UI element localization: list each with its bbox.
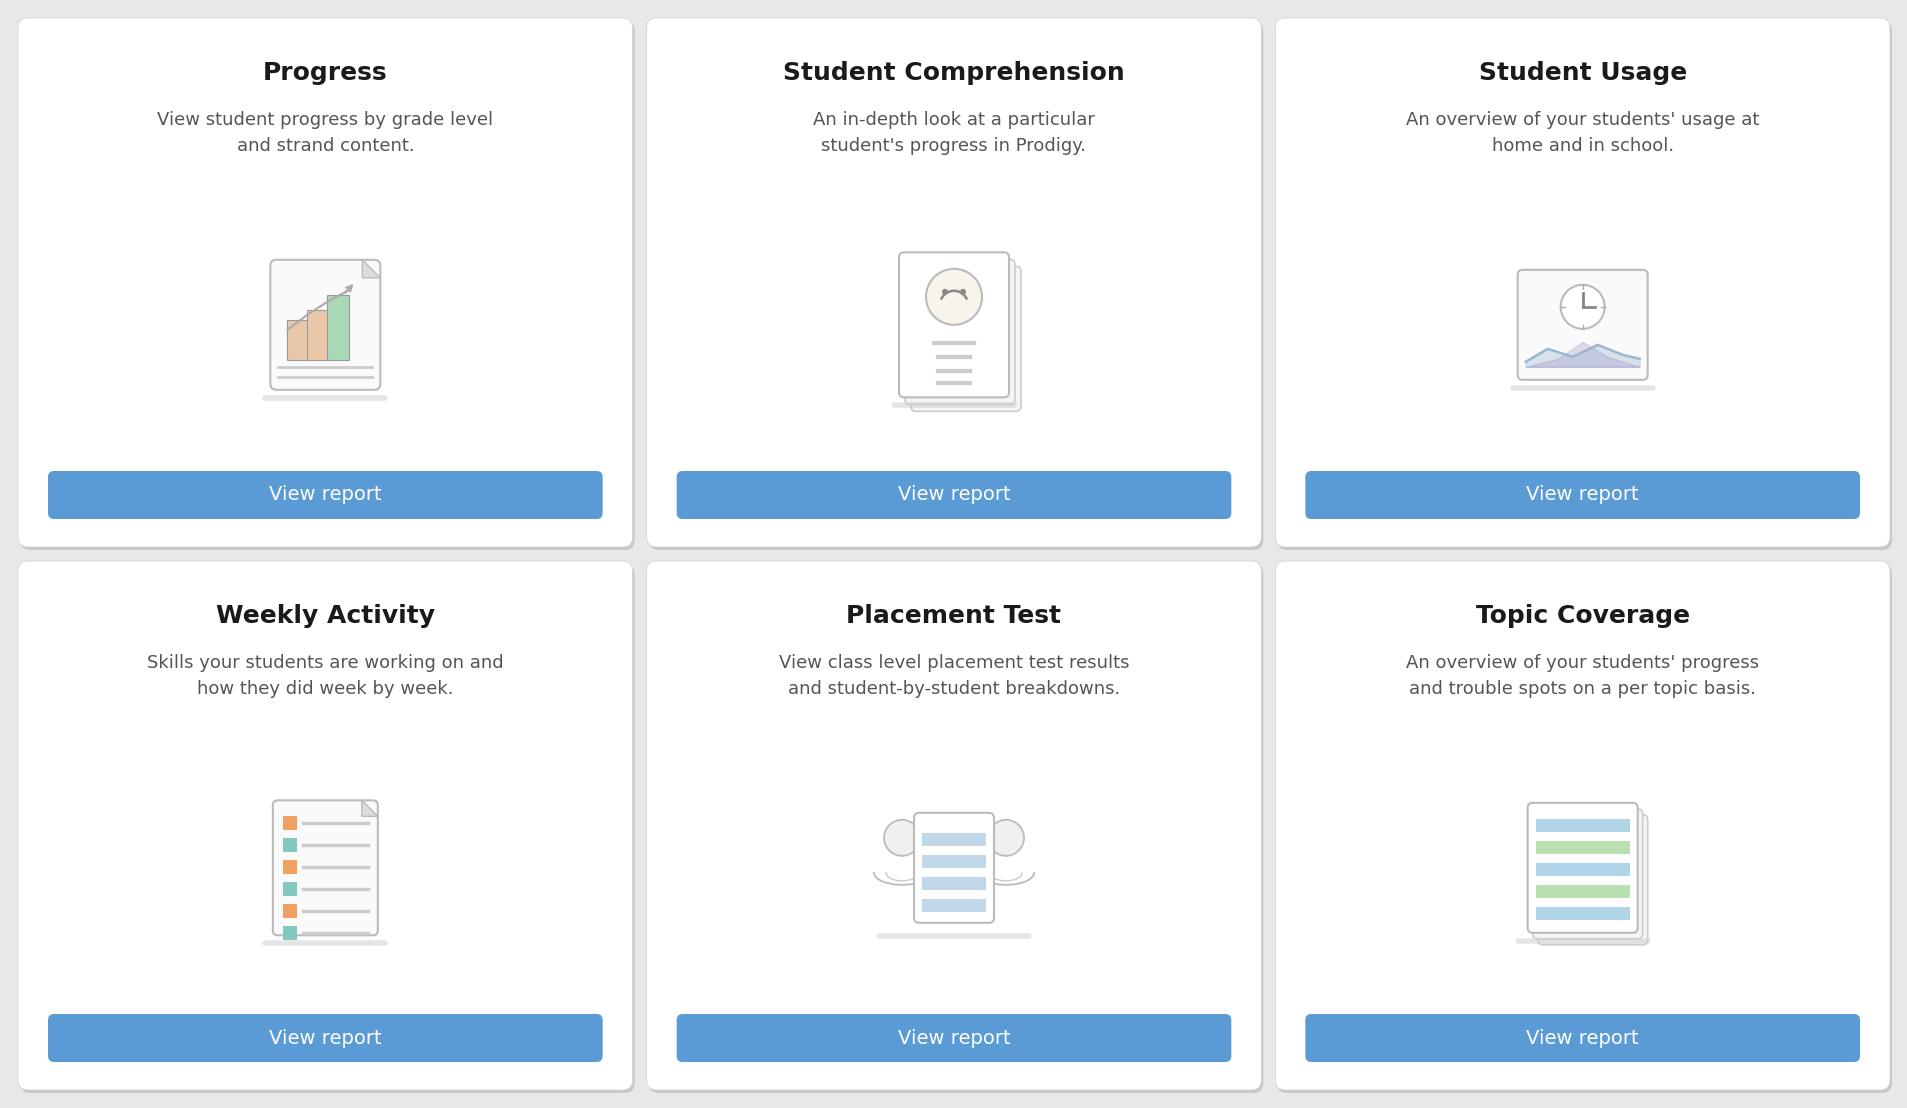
Text: Placement Test: Placement Test bbox=[847, 604, 1060, 628]
Text: View report: View report bbox=[269, 485, 381, 504]
Circle shape bbox=[883, 820, 919, 855]
Circle shape bbox=[959, 289, 965, 295]
Text: View student progress by grade level
and strand content.: View student progress by grade level and… bbox=[156, 111, 494, 155]
Text: An overview of your students' progress
and trouble spots on a per topic basis.: An overview of your students' progress a… bbox=[1405, 654, 1758, 698]
FancyBboxPatch shape bbox=[677, 1014, 1230, 1061]
Polygon shape bbox=[362, 259, 379, 278]
Bar bbox=[282, 926, 297, 940]
FancyBboxPatch shape bbox=[17, 18, 633, 547]
FancyBboxPatch shape bbox=[1304, 1014, 1859, 1061]
FancyBboxPatch shape bbox=[648, 564, 1262, 1092]
FancyBboxPatch shape bbox=[677, 471, 1230, 519]
FancyBboxPatch shape bbox=[913, 813, 994, 923]
Bar bbox=[282, 860, 297, 874]
Bar bbox=[1535, 841, 1629, 854]
FancyBboxPatch shape bbox=[1276, 21, 1892, 550]
Bar bbox=[282, 882, 297, 896]
Circle shape bbox=[988, 820, 1024, 855]
FancyBboxPatch shape bbox=[1274, 18, 1890, 547]
FancyBboxPatch shape bbox=[1537, 814, 1648, 945]
FancyBboxPatch shape bbox=[19, 21, 635, 550]
Circle shape bbox=[925, 269, 982, 325]
Text: An in-depth look at a particular
student's progress in Prodigy.: An in-depth look at a particular student… bbox=[812, 111, 1095, 155]
FancyBboxPatch shape bbox=[1276, 564, 1892, 1092]
Bar bbox=[921, 854, 986, 868]
Text: Topic Coverage: Topic Coverage bbox=[1474, 604, 1690, 628]
FancyBboxPatch shape bbox=[1304, 471, 1859, 519]
Text: View report: View report bbox=[1526, 485, 1638, 504]
Bar bbox=[1535, 885, 1629, 897]
Text: Skills your students are working on and
how they did week by week.: Skills your students are working on and … bbox=[147, 654, 503, 698]
FancyBboxPatch shape bbox=[19, 564, 635, 1092]
Text: Student Comprehension: Student Comprehension bbox=[782, 61, 1125, 85]
Bar bbox=[921, 899, 986, 912]
FancyBboxPatch shape bbox=[271, 259, 379, 390]
FancyBboxPatch shape bbox=[1531, 809, 1642, 938]
Bar bbox=[328, 295, 349, 360]
FancyBboxPatch shape bbox=[1274, 561, 1890, 1090]
Polygon shape bbox=[362, 800, 378, 817]
FancyBboxPatch shape bbox=[1528, 803, 1636, 933]
FancyBboxPatch shape bbox=[646, 561, 1261, 1090]
Text: View class level placement test results
and student-by-student breakdowns.: View class level placement test results … bbox=[778, 654, 1129, 698]
FancyBboxPatch shape bbox=[48, 1014, 603, 1061]
Text: Progress: Progress bbox=[263, 61, 387, 85]
FancyBboxPatch shape bbox=[17, 561, 633, 1090]
Text: View report: View report bbox=[1526, 1028, 1638, 1047]
FancyBboxPatch shape bbox=[1516, 270, 1648, 380]
Circle shape bbox=[942, 289, 948, 295]
Text: Student Usage: Student Usage bbox=[1478, 61, 1686, 85]
Text: View report: View report bbox=[269, 1028, 381, 1047]
FancyBboxPatch shape bbox=[273, 800, 378, 935]
Bar bbox=[288, 320, 309, 360]
Bar bbox=[282, 838, 297, 852]
Bar bbox=[282, 904, 297, 917]
FancyBboxPatch shape bbox=[898, 253, 1009, 398]
FancyBboxPatch shape bbox=[648, 21, 1262, 550]
Text: View report: View report bbox=[896, 485, 1011, 504]
Bar bbox=[282, 815, 297, 830]
Bar bbox=[1535, 819, 1629, 832]
Circle shape bbox=[1560, 285, 1604, 329]
Bar bbox=[307, 310, 330, 360]
Bar bbox=[1535, 863, 1629, 875]
FancyBboxPatch shape bbox=[910, 266, 1020, 411]
FancyBboxPatch shape bbox=[904, 259, 1015, 404]
Bar bbox=[921, 833, 986, 845]
Text: An overview of your students' usage at
home and in school.: An overview of your students' usage at h… bbox=[1405, 111, 1758, 155]
FancyBboxPatch shape bbox=[646, 18, 1261, 547]
Bar bbox=[921, 876, 986, 890]
Text: Weekly Activity: Weekly Activity bbox=[215, 604, 435, 628]
Bar bbox=[1535, 906, 1629, 920]
FancyBboxPatch shape bbox=[48, 471, 603, 519]
Text: View report: View report bbox=[896, 1028, 1011, 1047]
